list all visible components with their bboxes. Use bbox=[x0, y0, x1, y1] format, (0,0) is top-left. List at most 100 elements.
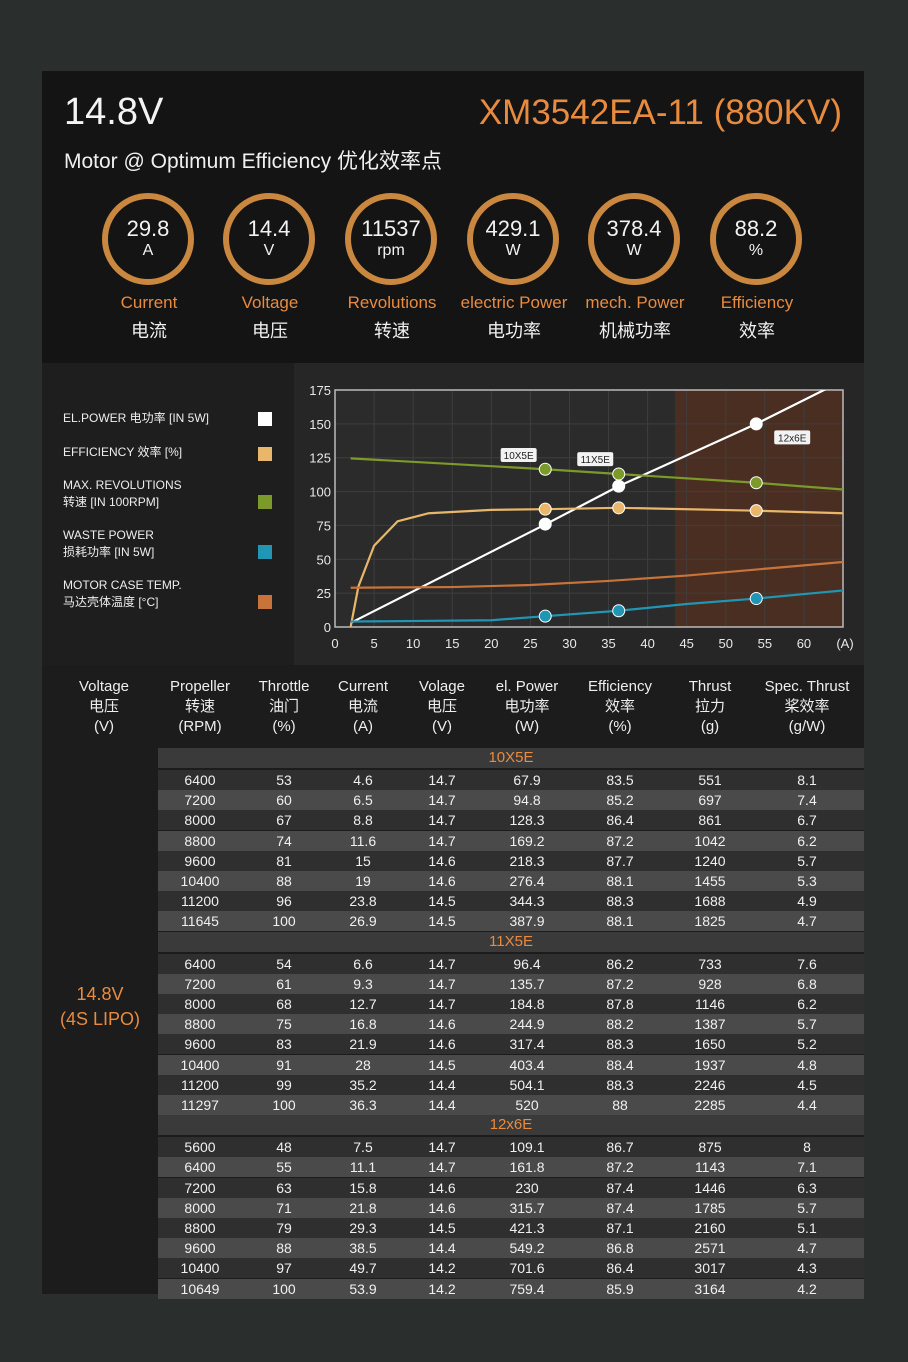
table-row: 7200 61 9.3 14.7 135.7 87.2 928 6.8 bbox=[158, 973, 864, 994]
table-cell: 184.8 bbox=[509, 996, 545, 1012]
table-cell: 28 bbox=[355, 1056, 371, 1073]
table-cell: 100 bbox=[272, 1097, 296, 1113]
propeller-section-header: 10X5E bbox=[158, 748, 864, 768]
table-cell: 11297 bbox=[181, 1097, 219, 1113]
table-cell: 1937 bbox=[694, 1056, 726, 1073]
table-cell: 2571 bbox=[694, 1240, 726, 1257]
annotation-label: 12x6E bbox=[774, 430, 811, 445]
column-header: Voltage 电压 (V) bbox=[78, 678, 130, 735]
table-cell: 5.1 bbox=[797, 1220, 817, 1236]
stat-zh-mech-power: 机械功率 bbox=[599, 321, 671, 341]
table-cell: 14.2 bbox=[428, 1260, 456, 1277]
legend-item-case-temp: MOTOR CASE TEMP. 马达壳体温度 [°C] bbox=[63, 578, 182, 609]
table-cell: 96.4 bbox=[513, 955, 541, 972]
table-cell: 8000 bbox=[184, 812, 216, 829]
table-row: 10400 88 19 14.6 276.4 88.1 1455 5.3 bbox=[158, 871, 864, 891]
table-cell: 9600 bbox=[184, 1036, 216, 1053]
data-point bbox=[538, 609, 552, 623]
table-row: 8000 68 12.7 14.7 184.8 87.8 1146 6.2 bbox=[158, 994, 864, 1014]
chart-panel: 0 5 10 15 20 25 30 35 40 45 50 55 60 0 25 50 75 100 125 150… bbox=[294, 363, 864, 665]
table-row: 8000 67 8.8 14.7 128.3 86.4 861 6.7 bbox=[158, 810, 864, 831]
table-cell: 68 bbox=[276, 996, 292, 1012]
table-cell: 48 bbox=[276, 1139, 292, 1156]
table-row: 9600 81 15 14.6 218.3 87.7 1240 5.7 bbox=[158, 850, 864, 871]
table-cell: 87.1 bbox=[606, 1220, 634, 1236]
x-tick-label: 35 bbox=[601, 636, 615, 651]
column-header: Spec. Thrust 桨效率 (g/W) bbox=[764, 678, 850, 735]
table-cell: 344.3 bbox=[509, 893, 545, 910]
propeller-section-header: 11X5E bbox=[158, 931, 864, 952]
data-point bbox=[749, 417, 763, 431]
table-cell: 697 bbox=[698, 792, 722, 809]
table-cell: 88.1 bbox=[606, 913, 634, 930]
table-cell: 14.7 bbox=[428, 955, 456, 972]
table-cell: 54 bbox=[276, 955, 292, 972]
table-cell: 67 bbox=[276, 812, 292, 829]
table-cell: 10400 bbox=[180, 873, 220, 889]
table-cell: 8.8 bbox=[353, 812, 373, 829]
table-cell: 53.9 bbox=[349, 1280, 377, 1297]
data-point bbox=[749, 504, 763, 518]
table-cell: 4.6 bbox=[353, 772, 373, 788]
table-cell: 88.3 bbox=[606, 893, 634, 910]
table-cell: 403.4 bbox=[509, 1056, 545, 1073]
series-line-1 bbox=[349, 506, 843, 627]
legend-swatch-el-power bbox=[258, 412, 272, 426]
table-cell: 35.2 bbox=[349, 1076, 377, 1093]
x-tick-label: 30 bbox=[562, 636, 576, 651]
data-point bbox=[749, 476, 763, 490]
table-cell: 7.5 bbox=[353, 1139, 373, 1156]
legend-item-revolutions: MAX. REVOLUTIONS 转速 [IN 100RPM] bbox=[63, 478, 182, 509]
table-cell: 8000 bbox=[184, 996, 216, 1012]
legend-item-waste-power: WASTE POWER 损耗功率 [IN 5W] bbox=[63, 528, 155, 559]
table-cell: 14.6 bbox=[428, 852, 456, 869]
table-cell: 5.3 bbox=[797, 873, 817, 889]
table-cell: 88 bbox=[276, 873, 292, 889]
table-cell: 4.7 bbox=[797, 1240, 817, 1257]
table-cell: 21.8 bbox=[349, 1199, 377, 1216]
table-cell: 91 bbox=[276, 1056, 292, 1073]
table-cell: 15 bbox=[355, 852, 371, 869]
table-cell: 7.6 bbox=[797, 955, 817, 972]
table-cell: 14.6 bbox=[428, 1179, 456, 1196]
table-cell: 14.7 bbox=[428, 1139, 456, 1156]
table-cell: 14.5 bbox=[428, 893, 456, 910]
table-cell: 218.3 bbox=[509, 852, 545, 869]
x-tick-label: 40 bbox=[640, 636, 654, 651]
table-cell: 520 bbox=[515, 1097, 539, 1113]
table-cell: 5.7 bbox=[797, 1199, 817, 1216]
table-cell: 2246 bbox=[694, 1076, 726, 1093]
table-cell: 733 bbox=[698, 955, 722, 972]
table-cell: 5.7 bbox=[797, 852, 817, 869]
data-point bbox=[538, 502, 552, 516]
stat-ring-mech-power: 378.4 W bbox=[588, 193, 680, 285]
table-row: 10400 97 49.7 14.2 701.6 86.4 3017 4.3 bbox=[158, 1258, 864, 1279]
y-tick-label: 100 bbox=[309, 485, 331, 500]
x-unit-label: (A) bbox=[836, 636, 853, 651]
table-cell: 4.7 bbox=[797, 913, 817, 930]
table-cell: 6400 bbox=[184, 955, 216, 972]
table-cell: 14.7 bbox=[428, 996, 456, 1012]
table-cell: 315.7 bbox=[509, 1199, 545, 1216]
table-cell: 128.3 bbox=[509, 812, 545, 829]
column-header: Efficiency 效率 (%) bbox=[588, 678, 652, 735]
x-tick-label: 0 bbox=[331, 636, 338, 651]
stat-ring-current: 29.8 A bbox=[102, 193, 194, 285]
table-cell: 11645 bbox=[181, 913, 219, 930]
table-row: 6400 55 11.1 14.7 161.8 87.2 1143 7.1 bbox=[158, 1157, 864, 1178]
table-cell: 701.6 bbox=[509, 1260, 545, 1277]
table-row: 6400 54 6.6 14.7 96.4 86.2 733 7.6 bbox=[158, 953, 864, 974]
x-tick-label: 55 bbox=[758, 636, 772, 651]
table-cell: 16.8 bbox=[349, 1016, 377, 1033]
stat-label-mech-power: mech. Power bbox=[585, 293, 685, 312]
table-cell: 97 bbox=[276, 1260, 292, 1277]
table-cell: 86.7 bbox=[606, 1139, 634, 1156]
table-cell: 29.3 bbox=[349, 1220, 377, 1236]
table-cell: 8 bbox=[803, 1139, 811, 1156]
table-cell: 87.4 bbox=[606, 1179, 634, 1196]
y-tick-label: 50 bbox=[317, 552, 331, 567]
table-cell: 4.5 bbox=[797, 1076, 817, 1093]
table-cell: 88 bbox=[612, 1097, 628, 1113]
table-cell: 11.6 bbox=[349, 832, 377, 849]
stat-zh-electric-power: 电功率 bbox=[487, 321, 541, 341]
